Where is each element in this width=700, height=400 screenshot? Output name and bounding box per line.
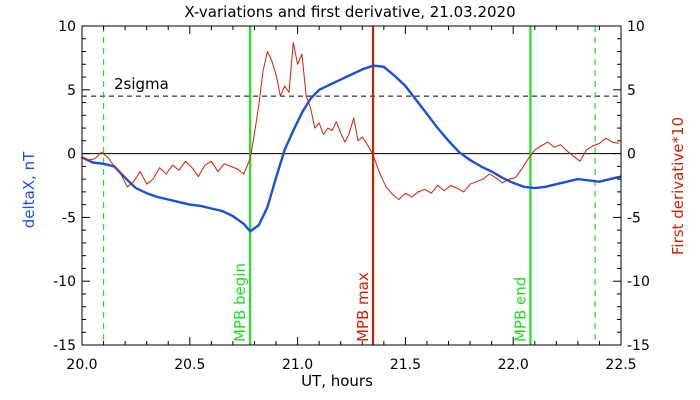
y-tick-label-right-1: 5: [627, 83, 636, 99]
y-tick-label-left-3: -5: [62, 210, 76, 226]
vertical-markers: MPB begin MPB max MPB end: [102, 26, 596, 345]
y-tick-label-left-4: -10: [53, 274, 76, 290]
y-tick-label-right-2: 0: [627, 147, 636, 163]
y-tick-label-left-5: -15: [53, 338, 76, 354]
x-tick-label-3: 21.5: [390, 357, 421, 373]
plot-frame: [81, 25, 622, 346]
series-lines: [81, 42, 622, 233]
y-tick-label-right-3: -5: [627, 210, 641, 226]
threshold-label: 2sigma: [114, 75, 169, 93]
y-tick-label-right-0: 10: [627, 19, 645, 35]
y-tick-label-right-5: -15: [627, 338, 650, 354]
series-line-derivative: [81, 42, 619, 200]
y-tick-label-left-0: 10: [58, 19, 76, 35]
x-tick-label-5: 22.5: [605, 357, 636, 373]
x-tick-label-0: 20.0: [66, 357, 97, 373]
marker-label-1: MPB begin: [231, 263, 249, 342]
y-axis-label-left: deltaX, nT: [20, 151, 38, 228]
y-tick-label-left-1: 5: [67, 83, 76, 99]
x-tick-label-4: 22.0: [498, 357, 529, 373]
axis-ticks: 10 10 5 5 0 0 -5 -5 -10 -10 -15 -15 20.0 20.5 21.0 21.5…: [53, 19, 650, 373]
y-tick-label-left-2: 0: [67, 147, 76, 163]
y-tick-label-right-4: -10: [627, 274, 650, 290]
x-axis-label: UT, hours: [301, 372, 373, 390]
chart-title: X-variations and first derivative, 21.03…: [184, 3, 515, 21]
marker-label-3: MPB end: [511, 277, 529, 342]
marker-label-2: MPB max: [354, 272, 372, 342]
x-tick-label-1: 20.5: [174, 357, 205, 373]
y-axis-label-right: First derivative*10: [669, 117, 687, 255]
x-tick-label-2: 21.0: [282, 357, 313, 373]
series-line-deltaX: [81, 64, 622, 233]
